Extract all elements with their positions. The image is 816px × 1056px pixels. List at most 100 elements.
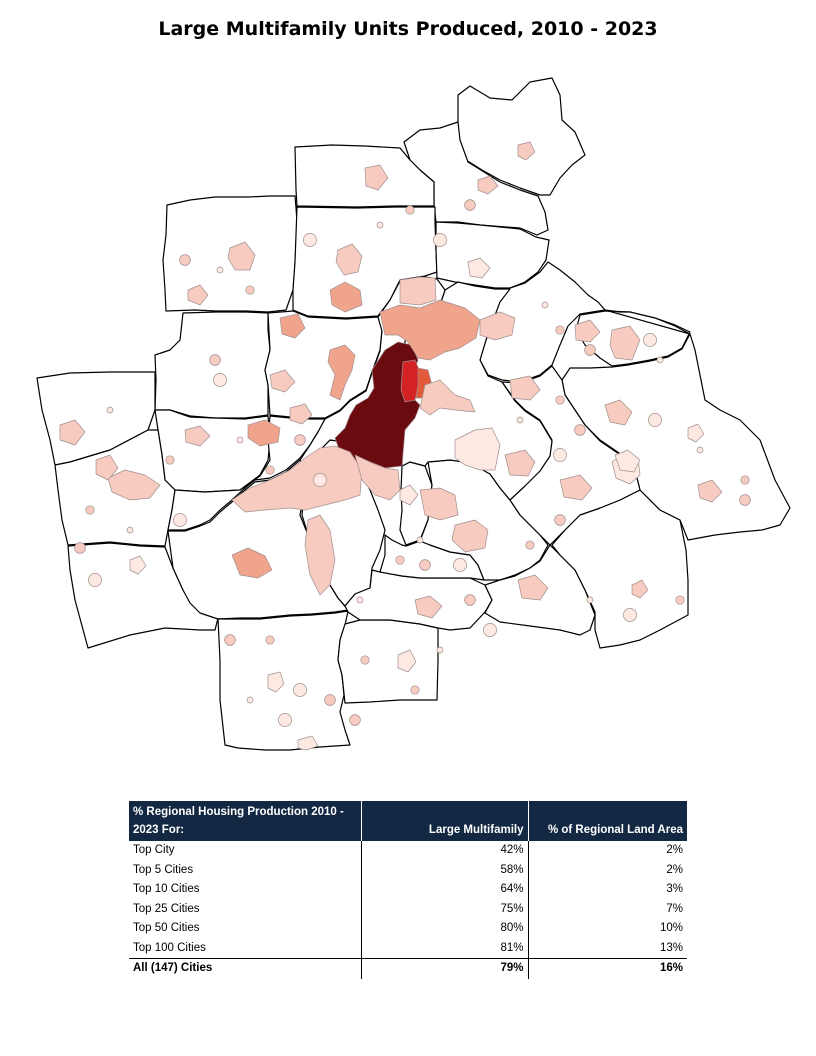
city-shape[interactable] <box>517 141 536 161</box>
city-dot[interactable] <box>740 475 750 485</box>
city-dot[interactable] <box>313 473 327 487</box>
city-shape[interactable] <box>574 319 601 343</box>
city-shape[interactable] <box>479 311 516 341</box>
city-dot[interactable] <box>555 325 565 335</box>
city-dot[interactable] <box>216 266 224 274</box>
city-dot[interactable] <box>278 713 292 727</box>
city-dot[interactable] <box>173 513 187 527</box>
county-polygon[interactable] <box>294 144 435 208</box>
city-dot[interactable] <box>74 542 86 554</box>
county-polygon[interactable] <box>457 77 586 196</box>
city-shape[interactable] <box>504 449 536 477</box>
city-dot[interactable] <box>656 356 664 364</box>
city-shape[interactable] <box>399 276 437 306</box>
city-dot[interactable] <box>586 596 594 604</box>
city-shape[interactable] <box>451 519 489 553</box>
city-dot[interactable] <box>265 465 275 475</box>
city-dot[interactable] <box>303 233 317 247</box>
city-shape[interactable] <box>184 425 211 447</box>
city-dot[interactable] <box>739 494 751 506</box>
city-dot[interactable] <box>209 354 221 366</box>
city-dot[interactable] <box>696 446 704 454</box>
city-dot[interactable] <box>574 424 586 436</box>
city-dot[interactable] <box>246 696 254 704</box>
city-dot[interactable] <box>88 573 102 587</box>
city-shape[interactable] <box>454 427 501 471</box>
city-dot[interactable] <box>224 634 236 646</box>
city-shape[interactable] <box>364 164 389 191</box>
county-polygon[interactable] <box>337 619 439 704</box>
city-dot[interactable] <box>405 205 415 215</box>
city-dot[interactable] <box>294 434 306 446</box>
city-dot[interactable] <box>623 608 637 622</box>
city-shape[interactable] <box>419 379 476 416</box>
city-shape[interactable] <box>467 257 491 279</box>
city-shape[interactable] <box>297 735 319 751</box>
city-shape[interactable] <box>95 454 119 481</box>
county-polygon[interactable] <box>561 309 791 541</box>
city-shape[interactable] <box>304 514 336 596</box>
city-shape[interactable] <box>327 344 356 401</box>
city-shape[interactable] <box>335 243 363 276</box>
city-shape[interactable] <box>400 359 421 403</box>
city-dot[interactable] <box>395 555 405 565</box>
city-shape[interactable] <box>379 299 481 361</box>
city-dot[interactable] <box>265 635 275 645</box>
city-shape[interactable] <box>609 325 641 361</box>
city-shape[interactable] <box>279 313 306 339</box>
city-dot[interactable] <box>675 595 685 605</box>
city-shape[interactable] <box>59 419 86 446</box>
city-dot[interactable] <box>126 526 134 534</box>
city-shape[interactable] <box>414 595 443 619</box>
city-dot[interactable] <box>483 623 497 637</box>
city-dot[interactable] <box>236 436 244 444</box>
city-dot[interactable] <box>293 683 307 697</box>
county-polygon[interactable] <box>435 221 550 289</box>
city-shape[interactable] <box>517 574 549 601</box>
city-dot[interactable] <box>555 395 565 405</box>
county-polygon[interactable] <box>154 409 271 493</box>
city-shape[interactable] <box>399 484 419 506</box>
city-shape[interactable] <box>289 403 313 425</box>
city-dot[interactable] <box>106 406 114 414</box>
city-dot[interactable] <box>433 233 447 247</box>
city-shape[interactable] <box>329 281 363 313</box>
city-shape[interactable] <box>477 175 499 195</box>
city-dot[interactable] <box>436 646 444 654</box>
city-dot[interactable] <box>516 416 524 424</box>
city-dot[interactable] <box>584 344 596 356</box>
city-shape[interactable] <box>267 671 285 693</box>
city-shape[interactable] <box>231 547 273 579</box>
city-dot[interactable] <box>553 448 567 462</box>
city-dot[interactable] <box>356 596 364 604</box>
city-dot[interactable] <box>324 694 336 706</box>
city-shape[interactable] <box>509 375 541 401</box>
city-dot[interactable] <box>453 558 467 572</box>
city-dot[interactable] <box>419 559 431 571</box>
city-shape[interactable] <box>397 649 417 673</box>
city-dot[interactable] <box>179 254 191 266</box>
city-shape[interactable] <box>687 423 705 443</box>
city-dot[interactable] <box>410 685 420 695</box>
city-dot[interactable] <box>464 594 476 606</box>
city-dot[interactable] <box>360 655 370 665</box>
city-dot[interactable] <box>416 536 424 544</box>
city-dot[interactable] <box>464 199 476 211</box>
city-shape[interactable] <box>631 579 649 599</box>
city-shape[interactable] <box>559 474 593 501</box>
city-dot[interactable] <box>648 413 662 427</box>
city-shape[interactable] <box>419 487 459 521</box>
city-dot[interactable] <box>85 505 95 515</box>
city-shape[interactable] <box>247 419 281 447</box>
county-polygon[interactable] <box>217 610 351 751</box>
city-shape[interactable] <box>614 449 641 473</box>
city-shape[interactable] <box>187 284 209 306</box>
city-dot[interactable] <box>376 221 384 229</box>
city-dot[interactable] <box>525 540 535 550</box>
city-dot[interactable] <box>541 301 549 309</box>
city-shape[interactable] <box>227 241 256 271</box>
city-dot[interactable] <box>554 514 566 526</box>
city-shape[interactable] <box>107 469 161 501</box>
city-dot[interactable] <box>165 455 175 465</box>
city-shape[interactable] <box>269 369 296 393</box>
